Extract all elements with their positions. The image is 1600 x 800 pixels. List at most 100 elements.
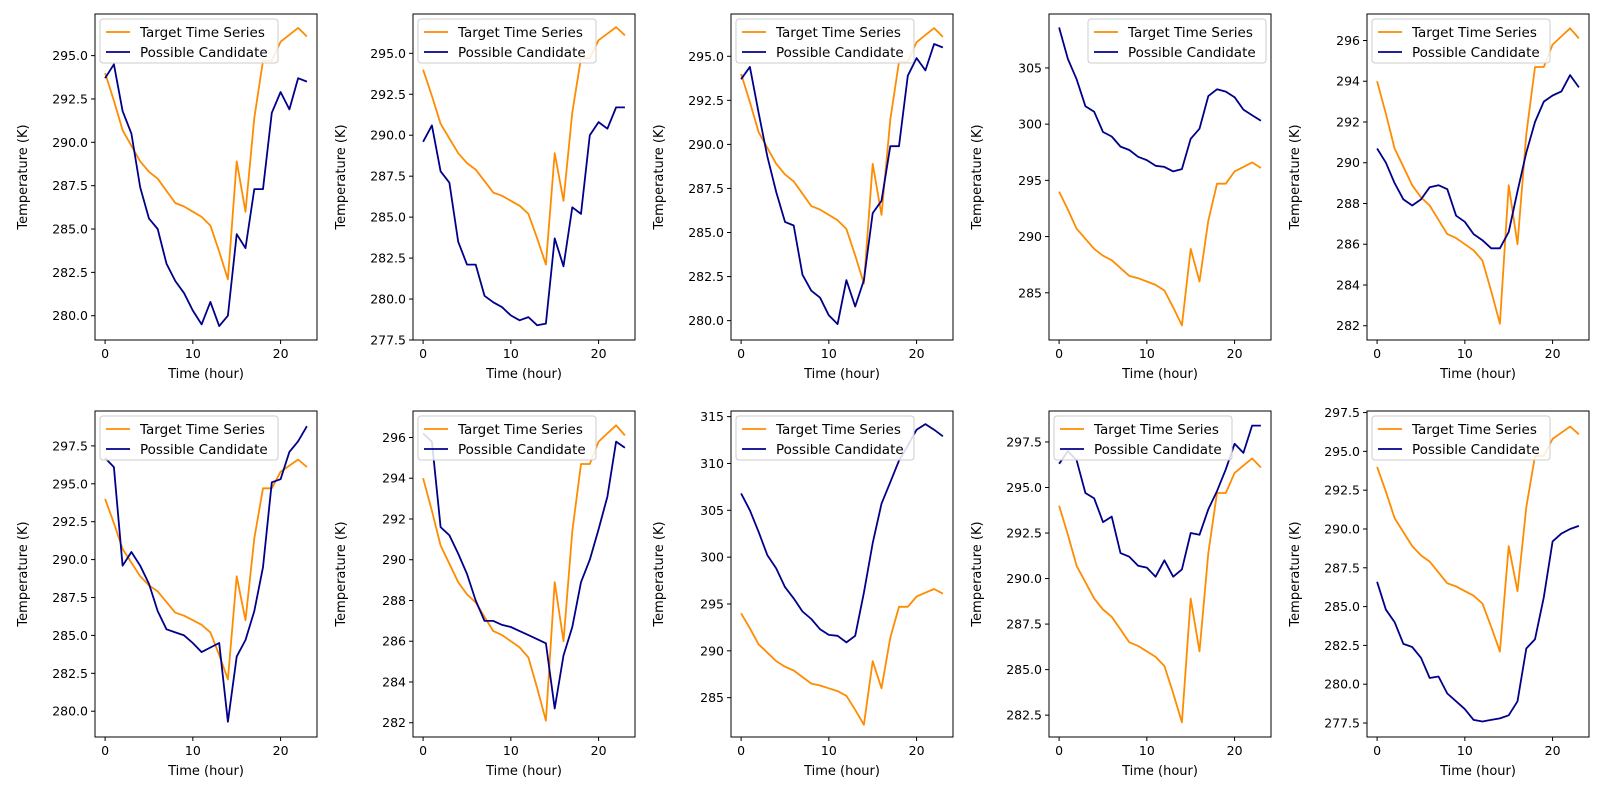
legend: Target Time Series Possible Candidate	[1371, 415, 1551, 461]
x-tick-label: 20	[1545, 743, 1561, 758]
x-axis-label: Time (hour)	[803, 367, 880, 382]
x-tick-label: 10	[503, 346, 519, 361]
y-tick-label: 282	[1336, 318, 1360, 333]
target-series-line	[422, 424, 626, 722]
candidate-series-line	[1376, 525, 1580, 723]
legend: Target Time Series Possible Candidate	[1087, 18, 1267, 64]
subplot-2: 0 10 20 277.5 280.0 282.5 285.0 287.5 290.0 292.5…	[334, 13, 636, 382]
subplot-3: 0 10 20 280.0 282.5 285.0 287.5 290.0 292.5 295.0…	[652, 13, 954, 382]
legend-label: Target Time Series	[457, 422, 583, 438]
legend-box	[1371, 18, 1551, 64]
x-tick-label: 0	[1373, 743, 1381, 758]
legend: Target Time Series Possible Candidate	[417, 415, 597, 461]
legend-box	[735, 415, 915, 461]
y-tick-label: 280.0	[688, 313, 724, 328]
x-tick-label: 0	[101, 743, 109, 758]
candidate-series-line	[1376, 74, 1580, 250]
x-tick-label: 0	[1055, 346, 1063, 361]
x-axis-label: Time (hour)	[803, 764, 880, 779]
y-tick-label: 290	[1018, 229, 1042, 244]
y-tick-label: 285.0	[370, 210, 406, 225]
y-tick-label: 295.0	[52, 476, 88, 491]
x-tick-label: 10	[1457, 743, 1473, 758]
y-tick-label: 287.5	[1324, 560, 1360, 575]
x-tick-label: 20	[909, 346, 925, 361]
y-axis-label: Temperature (K)	[652, 521, 667, 627]
y-tick-label: 296	[382, 430, 406, 445]
y-tick-label: 296	[1336, 33, 1360, 48]
legend-label: Possible Candidate	[140, 45, 268, 61]
candidate-series-line	[1058, 27, 1262, 173]
y-tick-label: 282.5	[52, 265, 88, 280]
x-axis-label: Time (hour)	[1439, 764, 1516, 779]
legend: Target Time Series Possible Candidate	[99, 18, 279, 64]
y-tick-label: 294	[1336, 74, 1360, 89]
target-series-line	[104, 458, 308, 681]
y-tick-label: 290	[382, 552, 406, 567]
subplot-10: 0 10 20 277.5 280.0 282.5 285.0 287.5 290.0 292.5…	[1288, 405, 1590, 779]
y-tick-label: 285	[1018, 285, 1042, 300]
legend-label: Possible Candidate	[140, 442, 268, 458]
legend-label: Target Time Series	[139, 25, 265, 41]
legend: Target Time Series Possible Candidate	[735, 18, 915, 64]
y-axis-label: Temperature (K)	[334, 124, 349, 230]
y-tick-label: 290	[700, 643, 724, 658]
target-series-line	[740, 588, 944, 726]
x-axis-label: Time (hour)	[485, 367, 562, 382]
y-tick-label: 294	[382, 471, 406, 486]
y-tick-label: 277.5	[1324, 716, 1360, 731]
legend-box	[1087, 18, 1267, 64]
x-tick-label: 0	[419, 743, 427, 758]
y-tick-label: 285.0	[1324, 599, 1360, 614]
legend-label: Possible Candidate	[776, 45, 904, 61]
legend-label: Target Time Series	[775, 422, 901, 438]
y-tick-label: 290.0	[1324, 521, 1360, 536]
y-axis-label: Temperature (K)	[1288, 521, 1303, 627]
candidate-series-line	[740, 43, 944, 326]
y-tick-label: 295	[1018, 173, 1042, 188]
y-tick-label: 292.5	[52, 91, 88, 106]
x-tick-label: 0	[419, 346, 427, 361]
legend-box	[417, 415, 597, 461]
y-axis-label: Temperature (K)	[16, 124, 31, 230]
x-tick-label: 10	[185, 346, 201, 361]
y-tick-label: 300	[700, 550, 724, 565]
y-tick-label: 287.5	[52, 590, 88, 605]
subplot-6: 0 10 20 280.0 282.5 285.0 287.5 290.0 292.5 295.0…	[16, 410, 318, 779]
subplot-8: 0 10 20 285 290 295 300 305 310 315 Time (hour) Tem…	[652, 409, 954, 779]
y-axis-label: Temperature (K)	[1288, 124, 1303, 230]
legend-box	[99, 415, 279, 461]
y-tick-label: 297.5	[52, 438, 88, 453]
x-axis-label: Time (hour)	[1121, 764, 1198, 779]
legend: Target Time Series Possible Candidate	[1053, 415, 1233, 461]
legend-label: Possible Candidate	[458, 45, 586, 61]
y-tick-label: 284	[1336, 277, 1360, 292]
x-tick-label: 10	[821, 346, 837, 361]
legend-box	[1371, 415, 1551, 461]
y-tick-label: 290.0	[1006, 571, 1042, 586]
axes-frame	[94, 13, 318, 341]
y-tick-label: 295.0	[52, 48, 88, 63]
y-tick-label: 297.5	[1324, 405, 1360, 420]
x-tick-label: 10	[1139, 346, 1155, 361]
x-tick-label: 10	[1457, 346, 1473, 361]
subplot-7: 0 10 20 282 284 286 288 290 292 294 296 Time (hour)…	[334, 410, 636, 779]
subplot-1: 0 10 20 280.0 282.5 285.0 287.5 290.0 292.5 295.0…	[16, 13, 318, 382]
y-tick-label: 282.5	[688, 269, 724, 284]
y-tick-label: 282.5	[1324, 638, 1360, 653]
y-tick-label: 290.0	[52, 552, 88, 567]
x-tick-label: 0	[1055, 743, 1063, 758]
y-tick-label: 282.5	[1006, 708, 1042, 723]
legend-label: Possible Candidate	[776, 442, 904, 458]
x-tick-label: 20	[591, 346, 607, 361]
y-tick-label: 300	[1018, 117, 1042, 132]
legend-box	[417, 18, 597, 64]
legend-label: Target Time Series	[1411, 25, 1537, 41]
candidate-series-line	[422, 106, 625, 327]
y-tick-label: 310	[700, 456, 724, 471]
x-tick-label: 0	[737, 743, 745, 758]
y-axis-label: Temperature (K)	[970, 124, 985, 230]
y-tick-label: 315	[700, 409, 724, 424]
legend-label: Target Time Series	[1411, 422, 1537, 438]
x-tick-label: 0	[101, 346, 109, 361]
